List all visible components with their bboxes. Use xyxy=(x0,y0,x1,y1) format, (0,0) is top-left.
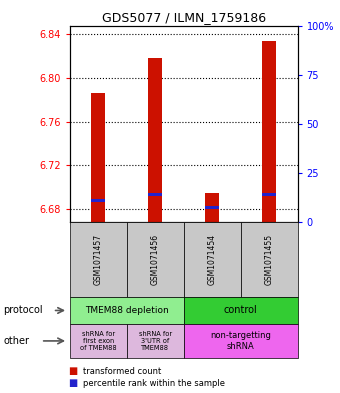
Text: other: other xyxy=(3,336,29,346)
Bar xyxy=(205,193,219,222)
Text: GSM1071457: GSM1071457 xyxy=(94,234,103,285)
Title: GDS5077 / ILMN_1759186: GDS5077 / ILMN_1759186 xyxy=(102,11,266,24)
Text: percentile rank within the sample: percentile rank within the sample xyxy=(83,379,225,387)
Text: shRNA for
3'UTR of
TMEM88: shRNA for 3'UTR of TMEM88 xyxy=(139,331,172,351)
Text: shRNA for
first exon
of TMEM88: shRNA for first exon of TMEM88 xyxy=(80,331,117,351)
Text: transformed count: transformed count xyxy=(83,367,162,376)
Text: control: control xyxy=(224,305,257,316)
Bar xyxy=(262,193,276,196)
Text: non-targetting
shRNA: non-targetting shRNA xyxy=(210,331,271,351)
Bar xyxy=(148,58,162,222)
Text: ■: ■ xyxy=(68,378,77,388)
Text: TMEM88 depletion: TMEM88 depletion xyxy=(85,306,169,315)
Bar xyxy=(262,41,276,222)
Text: GSM1071454: GSM1071454 xyxy=(208,234,217,285)
Bar xyxy=(91,93,105,222)
Text: GSM1071455: GSM1071455 xyxy=(265,234,273,285)
Bar xyxy=(205,206,219,209)
Text: GSM1071456: GSM1071456 xyxy=(151,234,159,285)
Bar xyxy=(148,193,162,196)
Text: ■: ■ xyxy=(68,366,77,376)
Text: protocol: protocol xyxy=(3,305,43,316)
Bar xyxy=(91,199,105,202)
